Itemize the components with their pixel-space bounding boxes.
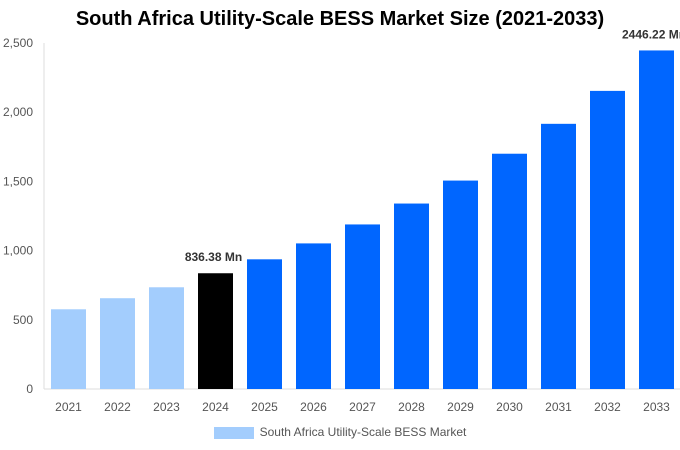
x-tick-label: 2030 xyxy=(496,400,523,414)
x-tick-label: 2026 xyxy=(300,400,327,414)
x-tick-label: 2023 xyxy=(153,400,180,414)
bar-chart: 0 500 1,000 1,500 2,000 2,500 2021 2022 2023 2024… xyxy=(3,27,680,414)
bar-2028 xyxy=(394,203,429,389)
bar-2023 xyxy=(149,287,184,389)
legend: South Africa Utility-Scale BESS Market xyxy=(0,425,680,439)
y-tick-label: 1,500 xyxy=(3,174,33,188)
chart-title: South Africa Utility-Scale BESS Market S… xyxy=(75,8,605,30)
bar-2030 xyxy=(492,153,527,389)
y-tick-label: 2,500 xyxy=(3,36,33,50)
legend-swatch xyxy=(213,426,254,439)
bar-2027 xyxy=(345,224,380,389)
bar-2032 xyxy=(590,90,625,389)
x-tick-label: 2032 xyxy=(594,400,621,414)
data-label: 2446.22 Mn xyxy=(622,27,680,41)
x-tick-label: 2028 xyxy=(398,400,425,414)
legend-label: South Africa Utility-Scale BESS Market xyxy=(259,425,467,439)
x-tick-label: 2029 xyxy=(447,400,474,414)
y-tick-label: 1,000 xyxy=(3,244,33,258)
x-tick-label: 2031 xyxy=(545,400,572,414)
y-tick-label: 0 xyxy=(26,382,33,396)
bar-2029 xyxy=(443,180,478,389)
x-tick-label: 2022 xyxy=(104,400,131,414)
x-tick-label: 2021 xyxy=(55,400,82,414)
x-tick-label: 2025 xyxy=(251,400,278,414)
x-tick-label: 2033 xyxy=(643,400,670,414)
x-tick-label: 2027 xyxy=(349,400,376,414)
y-tick-label: 500 xyxy=(13,313,33,327)
y-tick-label: 2,000 xyxy=(3,105,33,119)
bar-2031 xyxy=(541,123,576,390)
bar-2021 xyxy=(51,309,86,389)
bar-2022 xyxy=(100,298,135,389)
bar-2033 xyxy=(639,50,674,390)
bar-2026 xyxy=(296,243,331,389)
data-label: 836.38 Mn xyxy=(185,250,242,264)
bar-2024 xyxy=(198,273,233,389)
bar-2025 xyxy=(247,259,282,389)
x-tick-label: 2024 xyxy=(202,400,229,414)
